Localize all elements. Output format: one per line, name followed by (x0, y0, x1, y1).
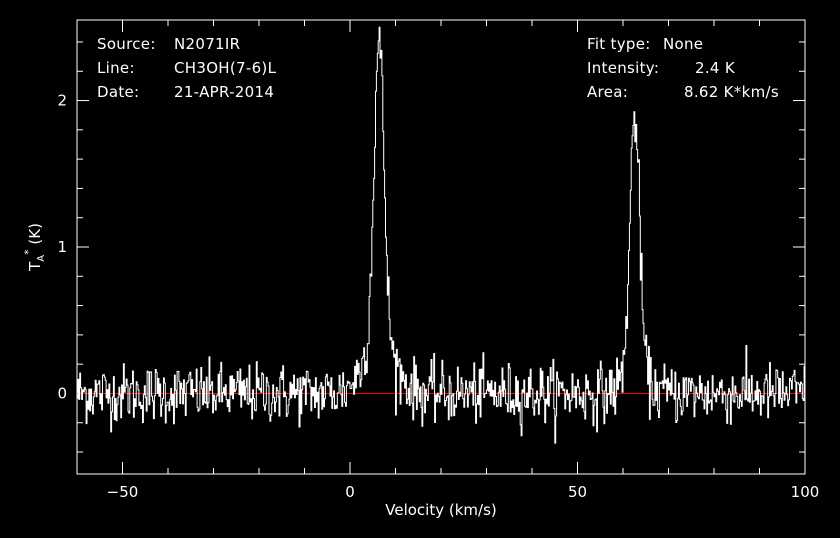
y-tick-label: 0 (57, 384, 67, 402)
axis-ticks (76, 20, 806, 474)
x-axis-label: Velocity (km/s) (385, 501, 496, 519)
date-label: Date: (97, 83, 140, 101)
x-tick-label: 0 (345, 483, 355, 501)
tick-labels: −50 0 50 100 0 1 2 (57, 92, 819, 501)
intensity-value: 2.4 K (695, 59, 735, 77)
line-value: CH3OH(7-6)L (174, 59, 277, 77)
y-axis-label: TA* (K) (22, 223, 47, 272)
spectrum-line (77, 26, 805, 444)
line-label: Line: (97, 59, 135, 77)
fit-type-label: Fit type: (587, 35, 651, 53)
date-value: 21-APR-2014 (174, 83, 275, 101)
y-axis-label-text: TA* (K) (22, 223, 47, 272)
area-label: Area: (587, 83, 629, 101)
y-tick-label: 2 (57, 92, 67, 110)
x-tick-label: −50 (107, 483, 139, 501)
x-tick-label: 50 (568, 483, 587, 501)
y-tick-label: 1 (57, 238, 67, 256)
area-value: 8.62 K*km/s (684, 83, 779, 101)
fit-type-value: None (663, 35, 704, 53)
x-tick-label: 100 (791, 483, 820, 501)
intensity-label: Intensity: (587, 59, 660, 77)
source-value: N2071IR (174, 35, 241, 53)
source-label: Source: (97, 35, 156, 53)
